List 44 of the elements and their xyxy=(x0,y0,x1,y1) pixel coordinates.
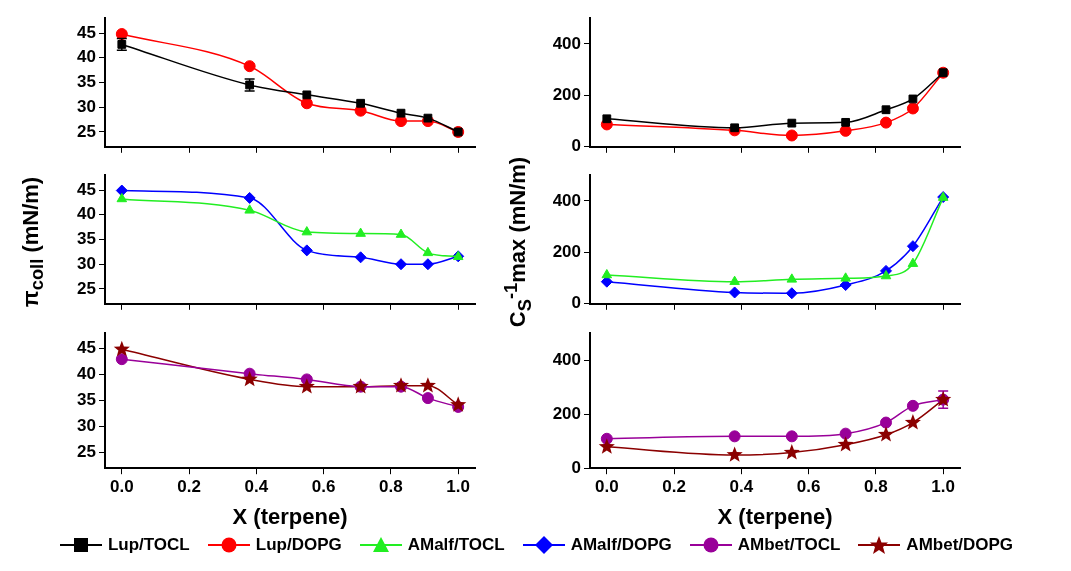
x-tick-label: 0.2 xyxy=(662,477,686,497)
y-tick-label: 30 xyxy=(77,416,96,436)
legend-label: AMalf/DOPG xyxy=(570,535,672,555)
legend-label: Lup/TOCL xyxy=(107,535,190,555)
x-tick-label: 1.0 xyxy=(446,477,470,497)
y-tick-label: 400 xyxy=(552,190,581,210)
y-tick-label: 30 xyxy=(77,253,96,273)
x-tick-label: 1.0 xyxy=(931,477,955,497)
x-tick-label: 0.6 xyxy=(311,477,336,497)
x-tick-label: 0.8 xyxy=(864,477,888,497)
y-tick-label: 400 xyxy=(552,33,581,53)
x-tick-label: 0.4 xyxy=(244,477,269,497)
x-tick-label: 0.2 xyxy=(177,477,201,497)
legend-label: AMbet/DOPG xyxy=(906,535,1014,555)
y-tick-label: 35 xyxy=(77,390,96,410)
y-tick-label: 40 xyxy=(77,47,96,67)
y-tick-label: 0 xyxy=(571,293,581,313)
y-tick-label: 35 xyxy=(77,229,96,249)
legend-label: AMbet/TOCL xyxy=(737,535,841,555)
x-tick-label: 0.6 xyxy=(796,477,821,497)
legend-label: AMalf/TOCL xyxy=(407,535,505,555)
y-tick-label: 0 xyxy=(571,457,581,477)
x-axis-title: X (terpene) xyxy=(232,503,348,529)
y-tick-label: 40 xyxy=(77,204,96,224)
y-tick-label: 200 xyxy=(552,85,581,105)
y-tick-label: 45 xyxy=(77,179,96,199)
y-tick-label: 200 xyxy=(552,403,581,423)
x-tick-label: 0.4 xyxy=(729,477,754,497)
y-tick-label: 35 xyxy=(77,72,96,92)
y-tick-label: 400 xyxy=(552,349,581,369)
y-tick-label: 25 xyxy=(77,442,96,462)
legend-label: Lup/DOPG xyxy=(255,535,342,555)
x-tick-label: 0.8 xyxy=(379,477,403,497)
y-tick-label: 200 xyxy=(552,242,581,262)
y-tick-label: 25 xyxy=(77,121,96,141)
x-tick-label: 0.0 xyxy=(110,477,134,497)
x-axis-title: X (terpene) xyxy=(717,503,833,529)
y-tick-label: 40 xyxy=(77,364,96,384)
y-tick-label: 30 xyxy=(77,96,96,116)
y-tick-label: 25 xyxy=(77,278,96,298)
y-tick-label: 45 xyxy=(77,22,96,42)
y-tick-label: 45 xyxy=(77,338,96,358)
y-tick-label: 0 xyxy=(571,136,581,156)
x-tick-label: 0.0 xyxy=(595,477,619,497)
